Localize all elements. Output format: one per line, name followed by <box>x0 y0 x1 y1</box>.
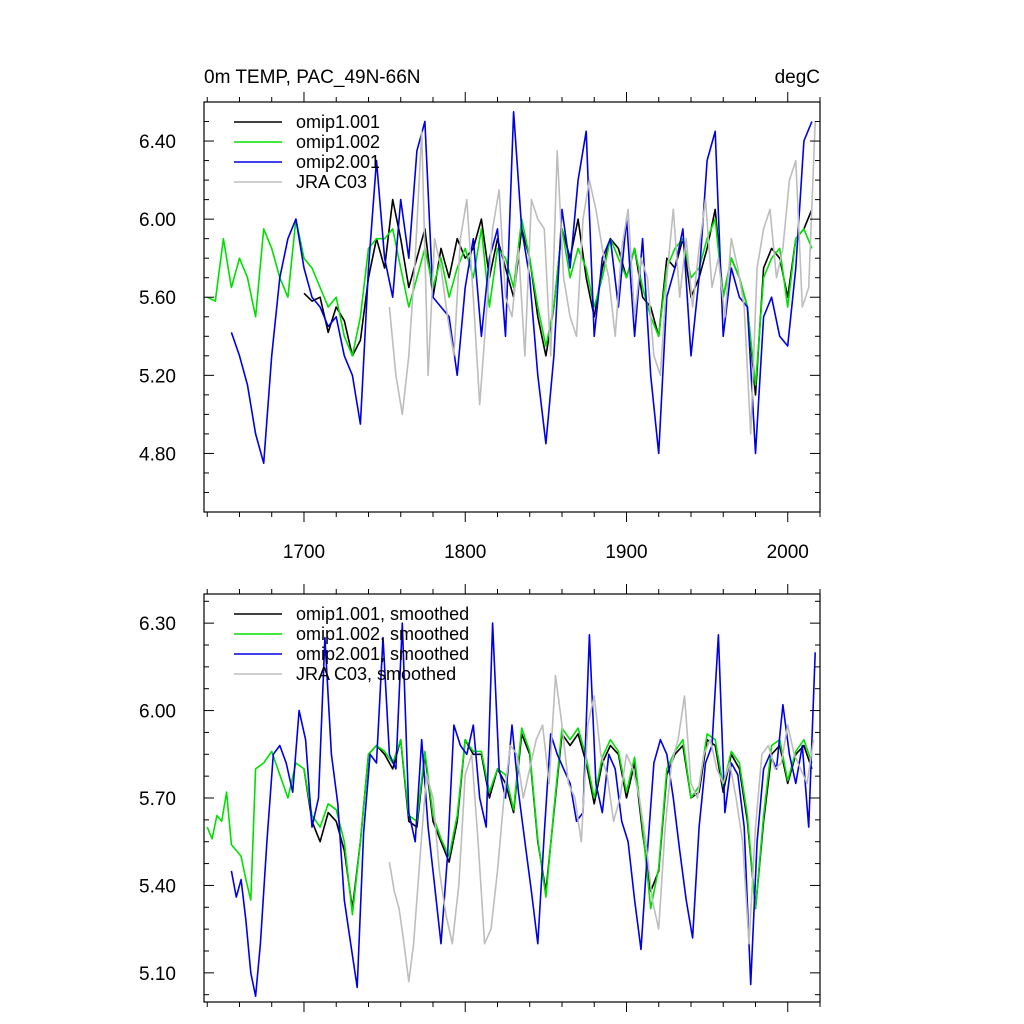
y-tick-label: 5.20 <box>139 366 176 387</box>
units-label: degC <box>775 67 820 88</box>
legend-label: JRA C03 <box>296 172 367 192</box>
x-tick-label: 1700 <box>283 542 325 563</box>
x-tick-label: 1800 <box>444 542 486 563</box>
y-tick-label: 6.40 <box>139 132 176 153</box>
x-tick-label: 1900 <box>605 542 647 563</box>
series-group <box>206 111 816 464</box>
legend-label: omip1.002, smoothed <box>296 624 469 644</box>
legend-label: omip1.001, smoothed <box>296 604 469 624</box>
y-tick-label: 5.10 <box>139 964 176 985</box>
series-group <box>206 622 816 997</box>
series-line-omip2-001 <box>230 111 813 464</box>
panel-title: 0m TEMP, PAC_49N-66N <box>204 67 420 88</box>
legend-label: omip1.001 <box>296 112 380 132</box>
top-panel: 0m TEMP, PAC_49N-66N degC 4.80 5.20 5.60 6.… <box>139 67 821 563</box>
y-tick-label: 5.70 <box>139 789 176 810</box>
y-tick-label: 6.00 <box>139 210 176 231</box>
y-tick-label: 6.00 <box>139 702 176 723</box>
series-line-omip1-002 <box>206 218 813 386</box>
series-line-jra-c03 <box>388 121 816 435</box>
series-line-jra-c03-smoothed <box>388 674 815 983</box>
legend-label: JRA C03, smoothed <box>296 664 456 684</box>
legend-label: omip2.001, smoothed <box>296 644 469 664</box>
plot-frame <box>203 101 821 513</box>
legend-label: omip1.002 <box>296 132 380 152</box>
legend-label: omip2.001 <box>296 152 380 172</box>
y-tick-label: 6.30 <box>139 614 176 635</box>
series-line-omip1-001-smoothed <box>303 733 813 910</box>
y-tick-label: 4.80 <box>139 444 176 465</box>
y-tick-label: 5.60 <box>139 288 176 309</box>
series-line-omip1-002-smoothed <box>206 727 813 916</box>
series-line-omip1-001 <box>303 198 813 396</box>
x-tick-label: 2000 <box>767 542 809 563</box>
y-tick-label: 5.40 <box>139 876 176 897</box>
series-line-omip2-001-smoothed <box>230 622 816 997</box>
